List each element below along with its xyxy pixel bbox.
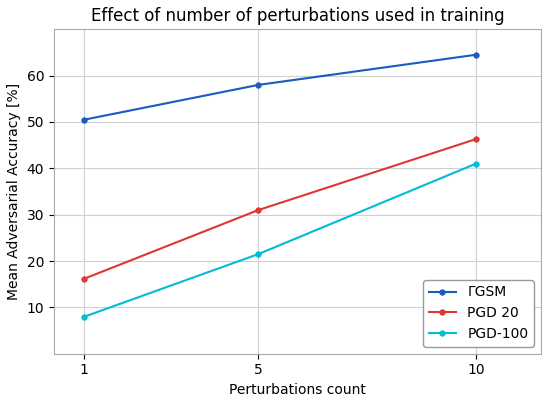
X-axis label: Perturbations count: Perturbations count xyxy=(229,383,366,397)
Title: Effect of number of perturbations used in training: Effect of number of perturbations used i… xyxy=(90,7,504,25)
Line: ΓGSM: ΓGSM xyxy=(82,52,478,122)
PGD 20 xyxy=(81,276,88,281)
PGD 20 xyxy=(255,208,261,213)
ΓGSM xyxy=(472,53,479,57)
Line: PGD 20: PGD 20 xyxy=(82,137,478,282)
ΓGSM xyxy=(81,117,88,122)
PGD-100 xyxy=(255,252,261,257)
Y-axis label: Mean Adversarial Accuracy [%]: Mean Adversarial Accuracy [%] xyxy=(7,83,21,300)
Line: PGD-100: PGD-100 xyxy=(82,161,478,320)
Legend: ΓGSM, PGD 20, PGD-100: ΓGSM, PGD 20, PGD-100 xyxy=(423,280,534,347)
ΓGSM xyxy=(255,82,261,87)
PGD-100 xyxy=(81,314,88,319)
PGD-100 xyxy=(472,161,479,166)
PGD 20 xyxy=(472,137,479,141)
